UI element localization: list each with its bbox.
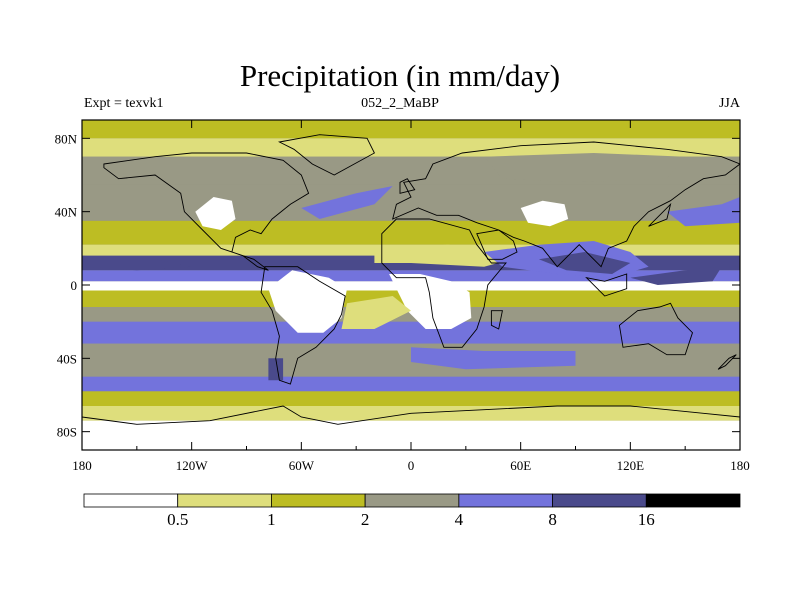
zonal-band-14: [82, 391, 740, 406]
zonal-band-3: [82, 184, 740, 221]
x-tick-label-3: 0: [408, 458, 415, 473]
outline-antarctica: [82, 405, 740, 450]
x-tick-label-4: 60E: [510, 458, 531, 473]
y-tick-label-2: 0: [71, 278, 78, 293]
y-tick-label-3: 40S: [57, 351, 77, 366]
colorbar-box-6: [645, 493, 741, 508]
outline-australia: [618, 302, 694, 356]
x-tick-label-0: 180: [72, 458, 92, 473]
x-tick-label-5: 120E: [617, 458, 645, 473]
zonal-band-4: [82, 220, 740, 245]
outline-eurasia: [392, 141, 740, 268]
region-central-asia-dry: [520, 200, 569, 227]
region-pacific-itcz: [82, 255, 192, 271]
outline-uk: [399, 178, 416, 194]
precipitation-fields: [82, 120, 740, 450]
colorbar-label-4: 8: [548, 510, 557, 529]
outline-borneo-sumatra: [585, 273, 628, 297]
region-north-pacific-wet: [666, 197, 740, 227]
region-west-pacific-wet: [630, 266, 722, 285]
colorbar-box-3: [364, 493, 460, 508]
time-label: 052_2_MaBP: [361, 96, 439, 111]
colorbar: 0.5 1 2 4 8 16: [83, 493, 741, 529]
region-siberia-gray: [484, 153, 686, 183]
region-patagonia-wet: [268, 358, 284, 381]
colorbar-label-0: 0.5: [167, 510, 188, 529]
colorbar-label-2: 2: [361, 510, 370, 529]
outline-arabia: [476, 229, 518, 260]
colorbar-label-5: 16: [638, 510, 655, 529]
zonal-band-0: [82, 120, 740, 139]
chart-title: Precipitation (in mm/day): [239, 58, 561, 93]
colorbar-box-0: [83, 493, 179, 508]
colorbar-box-1: [177, 493, 272, 508]
y-tick-label-4: 80S: [57, 425, 77, 440]
outline-south-america: [260, 266, 346, 385]
region-monsoon-core: [538, 252, 631, 274]
outline-greenland: [277, 134, 375, 176]
colorbar-box-5: [552, 493, 647, 508]
x-tick-label-1: 120W: [176, 458, 209, 473]
x-tick-label-2: 60W: [289, 458, 315, 473]
y-axis: 80N 40N 0 40S 80S: [55, 131, 740, 440]
region-southern-ocean-wet: [411, 347, 576, 370]
outline-africa: [381, 218, 507, 348]
region-north-america-dry: [195, 197, 236, 230]
colorbar-box-4: [458, 493, 553, 508]
region-north-atlantic-wet: [301, 186, 393, 219]
outline-new-zealand: [717, 354, 737, 370]
colorbar-label-1: 1: [267, 510, 276, 529]
experiment-label: Expt = texvk1: [84, 96, 164, 111]
season-label: JJA: [718, 96, 740, 111]
zonal-band-13: [82, 376, 740, 392]
zonal-band-11: [82, 321, 740, 344]
outline-madagascar: [490, 310, 503, 330]
region-south-atlantic-dry: [341, 296, 411, 329]
colorbar-box-2: [271, 493, 366, 508]
outline-japan: [648, 202, 672, 227]
x-axis: 180 120W 60W 0 60E 120E 180: [72, 120, 750, 473]
x-tick-label-6: 180: [730, 458, 750, 473]
continent-outlines: [82, 134, 740, 450]
colorbar-label-3: 4: [455, 510, 464, 529]
outline-north-america: [103, 152, 310, 271]
y-tick-label-1: 40N: [55, 205, 78, 220]
y-tick-label-0: 80N: [55, 131, 78, 146]
region-sahara-band: [374, 244, 512, 267]
